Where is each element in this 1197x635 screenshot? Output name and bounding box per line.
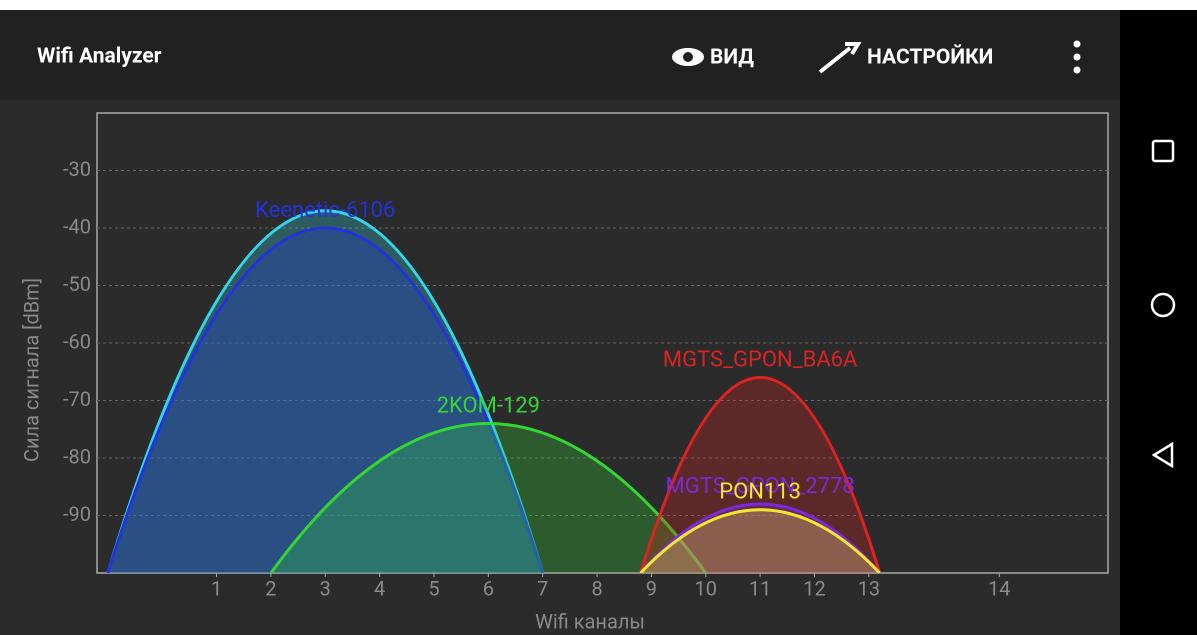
plot — [106, 209, 882, 573]
x-tick-label: 7 — [537, 576, 548, 600]
network-label: Keenetic-6106 — [255, 198, 395, 223]
x-axis-label: Wifi каналы — [535, 609, 645, 633]
view-button[interactable]: ВИД — [672, 46, 754, 70]
network-label: MGTS_GPON_BA6A — [663, 347, 858, 372]
network-label: PON113 — [719, 480, 801, 505]
x-tick-label: 12 — [803, 576, 825, 600]
y-tick-label: -80 — [63, 444, 91, 468]
x-tick-label: 8 — [591, 576, 602, 600]
signal-curve — [639, 502, 881, 573]
home-button[interactable] — [1150, 292, 1176, 318]
x-tick-label: 5 — [428, 576, 439, 600]
x-tick-label: 4 — [374, 576, 385, 600]
network-label: MGTS_GPON_2778 — [666, 474, 855, 499]
recents-button[interactable] — [1151, 139, 1175, 163]
signal-curve — [106, 209, 545, 573]
app-title: Wifi Analyzer — [37, 45, 162, 69]
x-tick-label: 2 — [265, 576, 276, 600]
y-tick-label: -40 — [63, 214, 91, 238]
signal-curve — [639, 508, 881, 573]
nav-bar — [1120, 10, 1197, 635]
y-tick-label: -90 — [63, 502, 91, 526]
y-tick-label: -60 — [63, 329, 91, 353]
x-tick-label: 13 — [858, 576, 880, 600]
view-label: ВИД — [710, 46, 754, 70]
y-tick-label: -50 — [63, 272, 91, 296]
dot — [1073, 40, 1081, 48]
x-tick-label: 3 — [320, 576, 331, 600]
app-bar — [0, 10, 1120, 100]
y-axis-label: Сила сигнала [dBm] — [19, 278, 43, 462]
x-tick-label: 14 — [988, 576, 1010, 600]
menu-button[interactable] — [1073, 40, 1081, 74]
x-tick-label: 10 — [695, 576, 717, 600]
signal-curve — [639, 375, 882, 573]
signal-curve — [106, 226, 545, 573]
y-tick-label: -70 — [63, 387, 91, 411]
dot — [1073, 66, 1081, 74]
x-tick-label: 1 — [211, 576, 222, 600]
x-tick-label: 9 — [646, 576, 657, 600]
y-tick-label: -30 — [63, 157, 91, 181]
dot — [1073, 53, 1081, 61]
network-label: 2KOM-129 — [437, 393, 540, 418]
eye-pupil — [683, 52, 693, 62]
x-tick-label: 11 — [749, 576, 771, 600]
settings-button[interactable]: НАСТРОЙКИ — [818, 42, 993, 74]
settings-label: НАСТРОЙКИ — [867, 45, 993, 70]
signal-curve — [269, 421, 707, 573]
back-button[interactable] — [1151, 441, 1174, 469]
x-tick-label: 6 — [483, 576, 494, 600]
wrench-icon — [818, 42, 862, 74]
